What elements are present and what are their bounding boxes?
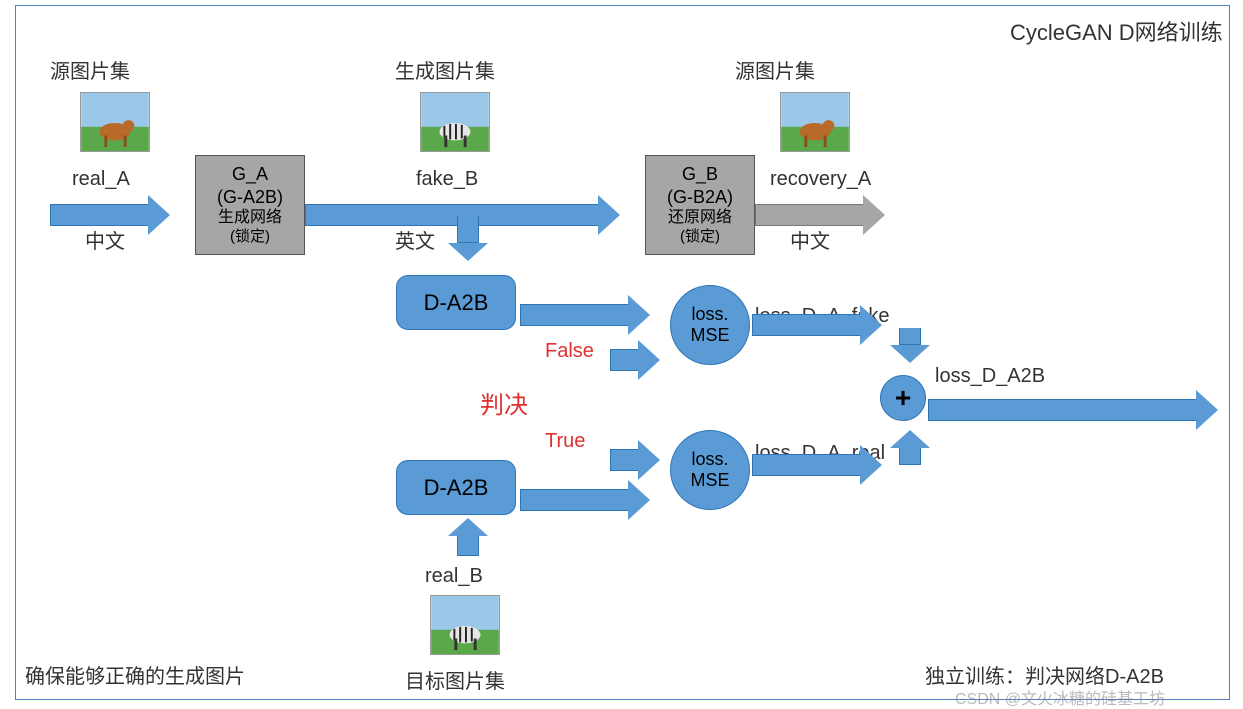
source-set-2-label: 源图片集 (735, 55, 815, 84)
g-a-cn1: 生成网络 (218, 208, 282, 228)
fake-b-thumb-icon (420, 92, 490, 152)
g-b-cn2: (锁定) (680, 228, 720, 247)
g-b-cn1: 还原网络 (668, 208, 732, 228)
arrow-realb-up (448, 518, 488, 556)
recovery-a-label: recovery_A (770, 168, 871, 191)
mse-ellipse-2: loss. MSE (670, 430, 750, 510)
real-a-thumb-icon (80, 92, 150, 152)
arrow-out (928, 390, 1218, 430)
arrow-elbow-up (890, 430, 930, 465)
g-a-cn2: (锁定) (230, 228, 270, 247)
d-a2b-box-1: D-A2B (396, 275, 516, 330)
g-b-box: G_B (G-B2A) 还原网络 (锁定) (645, 155, 755, 255)
plus-circle: + (880, 375, 926, 421)
footer-left: 确保能够正确的生成图片 (25, 660, 245, 689)
fake-b-label: fake_B (416, 168, 478, 191)
g-a-box: G_A (G-A2B) 生成网络 (锁定) (195, 155, 305, 255)
arrow-reala-ga (50, 195, 170, 235)
loss-out-label: loss_D_A2B (935, 365, 1045, 388)
arrow-d1-mse (520, 295, 650, 335)
arrow-mse2-plus (752, 445, 882, 485)
real-a-label: real_A (72, 168, 130, 191)
watermark: CSDN @文火冰糖的硅基工坊 (955, 685, 1165, 709)
real-b-thumb-icon (430, 595, 500, 655)
d-a2b-box-2: D-A2B (396, 460, 516, 515)
source-set-1-label: 源图片集 (50, 55, 130, 84)
mse-2-label: loss. MSE (690, 449, 729, 490)
recovery-a-thumb-icon (780, 92, 850, 152)
arrow-d2-mse (520, 480, 650, 520)
false-label: False (545, 340, 594, 363)
g-b-title: G_B (682, 163, 718, 186)
decision-label: 判决 (480, 385, 528, 420)
arrow-fakeb-down (448, 216, 488, 261)
mse-1-label: loss. MSE (690, 304, 729, 345)
target-set-label: 目标图片集 (405, 665, 505, 694)
arrow-mse1-plus (752, 305, 882, 345)
arrow-false-mse (610, 340, 660, 380)
diagram-title: CycleGAN D网络训练 (1010, 15, 1223, 47)
arrow-gb-out (755, 195, 885, 235)
g-b-sub: (G-B2A) (667, 186, 733, 209)
true-label: True (545, 430, 585, 453)
g-a-sub: (G-A2B) (217, 186, 283, 209)
real-b-label: real_B (425, 565, 483, 588)
arrow-elbow-down (890, 328, 930, 363)
mse-ellipse-1: loss. MSE (670, 285, 750, 365)
g-a-title: G_A (232, 163, 268, 186)
arrow-true-mse (610, 440, 660, 480)
gen-set-label: 生成图片集 (395, 55, 495, 84)
